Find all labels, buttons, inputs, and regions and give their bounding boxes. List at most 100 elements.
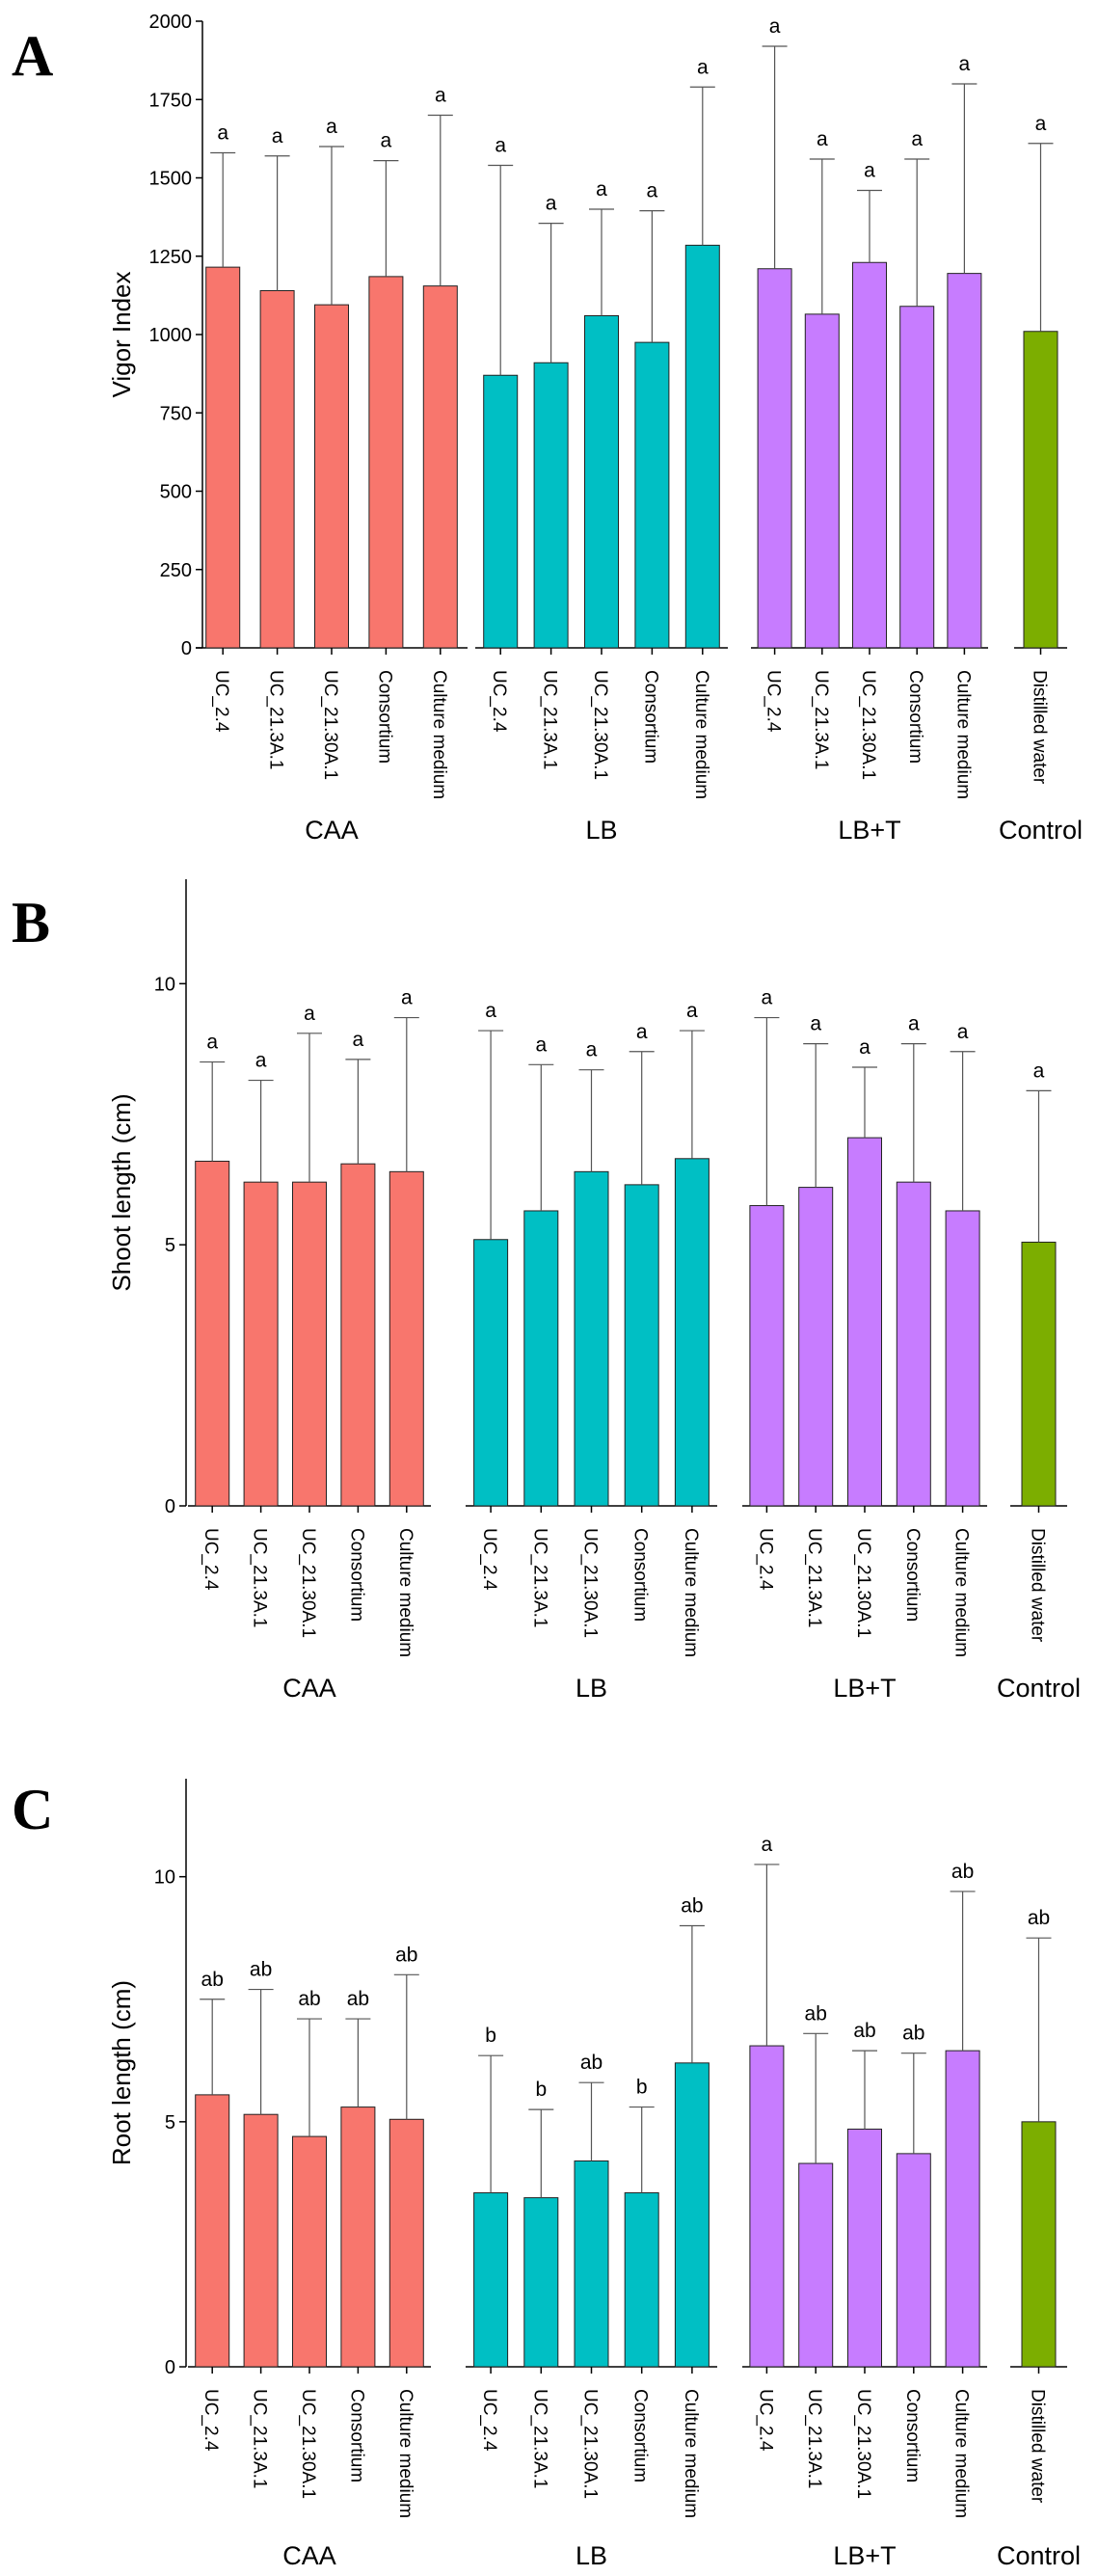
bar (243, 2113, 279, 2368)
y-tick-label: 750 (160, 403, 192, 424)
category-label: UC_2.4 (489, 670, 509, 733)
bar (473, 2192, 509, 2368)
y-tick-label: 5 (165, 1235, 175, 1256)
y-tick-label: 1500 (149, 169, 193, 190)
bar (243, 1181, 279, 1507)
bar (674, 1158, 710, 1507)
category-label: UC_2.4 (479, 2389, 499, 2452)
category-label: Consortium (346, 1528, 366, 1622)
category-label: UC_21.30A.1 (320, 670, 340, 780)
bar (757, 268, 792, 649)
significance-letter: a (636, 1021, 648, 1043)
significance-letter: a (959, 53, 971, 75)
category-label: Culture medium (429, 670, 449, 799)
significance-letter: b (535, 2079, 547, 2101)
bar (684, 244, 720, 649)
bar (340, 2106, 376, 2368)
category-label: Culture medium (952, 670, 973, 799)
significance-letter: a (435, 85, 446, 107)
category-label: Consortium (905, 670, 925, 764)
bar (1021, 2121, 1057, 2368)
y-axis-title: Vigor Index (107, 271, 136, 397)
significance-letter: ab (395, 1944, 417, 1966)
significance-letter: a (217, 122, 228, 145)
y-tick-label: 1750 (149, 90, 193, 111)
bar (584, 315, 619, 649)
category-label: UC_21.3A.1 (529, 1528, 549, 1628)
significance-letter: a (546, 193, 557, 215)
bar (847, 1137, 882, 1507)
y-tick-label: 10 (154, 974, 175, 995)
group-label: LB+T (838, 816, 900, 845)
significance-letter: a (817, 128, 828, 150)
y-tick-label: 1000 (149, 325, 193, 346)
bar (483, 374, 519, 649)
bar (804, 313, 840, 649)
bar (798, 2162, 834, 2368)
bar (574, 2160, 609, 2368)
bar (388, 1170, 424, 1507)
category-label: UC_21.30A.1 (853, 1528, 873, 1638)
significance-letter: ab (201, 1969, 224, 1991)
bar (314, 304, 349, 649)
bar (674, 2062, 710, 2368)
category-label: UC_2.4 (201, 1528, 221, 1591)
y-tick-label: 0 (165, 2357, 175, 2378)
category-label: UC_21.3A.1 (540, 670, 560, 770)
category-label: UC_2.4 (211, 670, 231, 733)
significance-letter: a (1035, 113, 1047, 135)
significance-letter: a (911, 128, 923, 150)
y-axis-title: Shoot length (cm) (107, 1093, 136, 1291)
significance-letter: a (206, 1032, 218, 1054)
category-label: UC_2.4 (479, 1528, 499, 1591)
significance-letter: a (495, 135, 506, 157)
bar (259, 290, 295, 649)
bar (945, 1210, 980, 1507)
y-tick-label: 1250 (149, 247, 193, 268)
bar (422, 285, 458, 649)
significance-letter: a (686, 1000, 698, 1022)
category-label: UC_21.3A.1 (250, 2389, 270, 2489)
significance-letter: a (304, 1003, 315, 1025)
group-label: LB+T (833, 1674, 896, 1703)
bar (533, 362, 569, 649)
bar (624, 2192, 659, 2368)
significance-letter: ab (580, 2052, 603, 2074)
bar (749, 2045, 785, 2368)
bar (388, 2118, 424, 2368)
significance-letter: a (957, 1021, 969, 1043)
bar (574, 1170, 609, 1507)
bar (292, 1181, 327, 1507)
category-label: Consortium (346, 2389, 366, 2482)
y-tick-label: 2000 (149, 12, 193, 33)
significance-letter: ab (902, 2023, 924, 2045)
significance-letter: ab (951, 1861, 974, 1883)
y-axis-title: Root length (cm) (107, 1980, 136, 2165)
significance-letter: a (859, 1036, 870, 1059)
category-label: Distilled water (1028, 1528, 1048, 1643)
significance-letter: a (908, 1013, 920, 1035)
y-tick-label: 0 (181, 638, 192, 659)
group-label: LB (585, 816, 617, 845)
panel-letter: B (12, 891, 50, 954)
category-label: UC_21.30A.1 (858, 670, 878, 780)
category-label: UC_2.4 (755, 1528, 775, 1591)
category-label: Culture medium (681, 2389, 701, 2518)
bar (1023, 331, 1058, 649)
significance-letter: a (596, 178, 607, 201)
significance-letter: a (647, 180, 658, 202)
significance-letter: b (485, 2025, 496, 2047)
group-label: CAA (282, 2541, 336, 2570)
group-label: LB+T (833, 2541, 896, 2570)
bar (523, 2197, 559, 2368)
category-label: Consortium (902, 1528, 923, 1622)
category-label: UC_2.4 (755, 2389, 775, 2452)
category-label: UC_21.30A.1 (580, 1528, 601, 1638)
category-label: UC_21.3A.1 (266, 670, 286, 770)
category-label: Distilled water (1028, 2389, 1048, 2504)
category-label: Culture medium (395, 2389, 415, 2518)
group-label: Control (997, 1674, 1081, 1703)
category-label: UC_21.30A.1 (590, 670, 610, 780)
significance-letter: a (586, 1039, 598, 1061)
